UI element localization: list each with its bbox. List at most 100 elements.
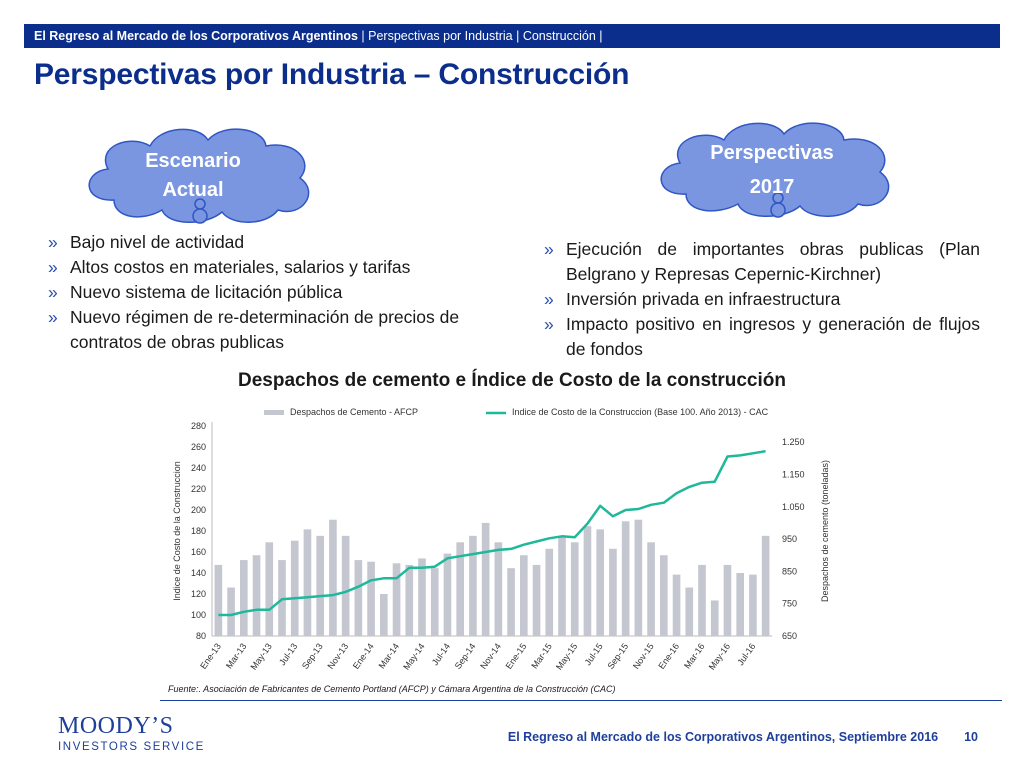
cement-bar [570,542,579,636]
cement-bar [430,568,439,636]
y-left-tick-label: 200 [191,505,206,515]
cloud-left-line1: Escenario [145,150,241,172]
x-tick-label: Ene-13 [198,641,223,671]
report-title: El Regreso al Mercado de los Corporativo… [34,29,358,43]
y-left-tick-label: 260 [191,442,206,452]
y-left-tick-label: 220 [191,484,206,494]
cement-bar [583,526,592,636]
y-left-tick-label: 160 [191,547,206,557]
cement-bar [443,553,452,636]
x-tick-label: Ene-14 [351,641,376,671]
cloud-right-line2: 2017 [749,176,795,198]
legend-line-label: Indice de Costo de la Construccion (Base… [512,407,769,417]
x-tick-label: May-15 [554,641,579,671]
x-tick-label: Mar-15 [529,641,554,670]
x-tick-label: Jul-15 [583,641,605,667]
y-left-tick-label: 120 [191,589,206,599]
y-left-tick-label: 280 [191,421,206,431]
cement-bar [469,535,477,636]
y-right-tick-label: 850 [782,566,797,576]
y-left-tick-label: 80 [196,631,206,641]
cement-cost-chart: Despachos de Cemento - AFCP Indice de Cos… [172,407,830,672]
cement-bar [380,594,388,636]
y-right-tick-label: 1.150 [782,469,805,479]
y-right-tick-label: 1.050 [782,502,805,512]
x-tick-label: Jul-14 [430,641,452,667]
cloud-perspectivas-2017 [660,122,890,218]
x-tick-label: Nov-13 [325,641,350,671]
x-tick-label: Sep-15 [605,641,630,671]
cement-bar [367,561,375,636]
cement-bar [596,529,604,636]
x-tick-label: Ene-16 [656,641,681,671]
list-item: » Bajo nivel de actividad [48,232,245,252]
cement-bar [545,548,554,636]
cloud-left-line2: Actual [162,179,224,201]
list-item: » Impacto positivo en ingresos y generaci… [544,314,980,359]
cement-bar [532,564,541,636]
cement-bar [278,560,286,636]
y-right-tick-label: 650 [782,631,797,641]
cement-bar [405,564,414,636]
page-number: 10 [964,730,978,744]
cement-bar [494,542,503,636]
x-tick-label: Jul-16 [735,641,757,667]
y-right-tick-label: 1.250 [782,437,805,447]
footer: El Regreso al Mercado de los Corporativo… [508,730,978,744]
cement-bar [354,560,363,636]
list-item: » Nuevo sistema de licitación pública [48,282,343,302]
moodys-logo: MOODY’S INVESTORS SERVICE [58,714,205,753]
cement-bar [660,555,668,636]
x-tick-label: May-14 [401,641,426,671]
y-right-axis-title: Despachos de cemento (toneladas) [820,460,830,602]
cement-bar [723,564,732,636]
x-tick-label: May-13 [249,641,274,671]
cloud-right-line1: Perspectivas [710,142,834,164]
cement-bar [303,529,312,636]
x-tick-label: Sep-14 [453,641,478,671]
breadcrumb-path: | Perspectivas por Industria | Construcc… [357,29,603,43]
x-tick-label: May-16 [707,641,732,671]
cement-bar [456,542,464,636]
cement-bar [507,568,515,636]
y-left-tick-label: 240 [191,463,206,473]
cement-bar [341,535,350,636]
logo-subtitle: INVESTORS SERVICE [58,741,205,753]
cement-bar [672,574,681,636]
cement-bar [265,542,274,636]
list-item: » Inversión privada en infraestructura [544,289,841,309]
x-tick-label: Sep-13 [300,641,325,671]
outlook-2017-list: » Ejecución de importantes obras publicas… [540,237,980,362]
cement-bar [749,574,757,636]
cost-index-line [218,449,766,617]
x-tick-label: Mar-16 [682,641,707,670]
cement-bar [252,555,261,636]
cement-bar [647,542,655,636]
footer-text: El Regreso al Mercado de los Corporativo… [507,730,939,744]
y-left-axis-title: Indice de Costo de la Construccion [172,461,182,601]
cement-bar [736,573,744,636]
breadcrumb-bar: El Regreso al Mercado de los Corporativo… [24,24,1000,48]
cement-bar [761,535,770,636]
y-left-tick-label: 100 [191,610,206,620]
cement-bar [558,535,566,636]
chart-title: Despachos de cemento e Índice de Costo d… [238,370,786,391]
cement-bar [609,548,617,636]
x-tick-label: Mar-14 [377,641,402,670]
cement-bar [698,564,706,636]
cement-bar [418,558,426,636]
y-left-tick-label: 140 [191,568,206,578]
cement-bar [240,560,248,636]
cement-bar [481,522,490,636]
logo-wordmark: MOODY’S [58,713,174,739]
list-item: » Ejecución de importantes obras publicas… [544,239,980,284]
cement-bar [685,587,694,636]
cement-bar [214,564,223,636]
source-note: Fuente:. Asociación de Fabricantes de Ce… [168,684,616,694]
cement-bar [520,555,528,636]
cement-bar [290,540,299,636]
y-left-tick-label: 180 [191,526,206,536]
cement-bar [634,519,643,636]
list-item: » Altos costos en materiales, salarios y … [48,257,411,277]
cement-bar [621,521,630,636]
